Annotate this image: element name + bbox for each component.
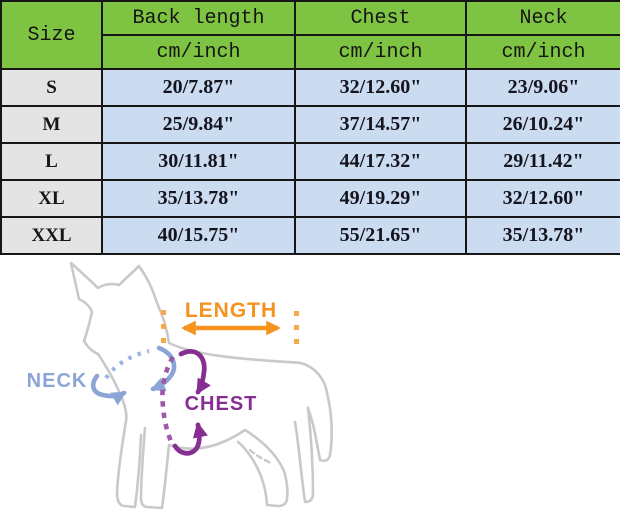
table-units-row: cm/inch cm/inch cm/inch <box>1 34 620 70</box>
dog-belly-rear-leg-path <box>139 426 289 510</box>
neck-cell: 35/13.78" <box>465 216 620 255</box>
neck-annotation <box>90 345 177 406</box>
neck-header-cell: Neck <box>465 0 620 36</box>
dog-jaw-path <box>82 339 100 356</box>
back-length-cell: 20/7.87" <box>101 68 296 107</box>
neck-label: NECK <box>26 370 88 392</box>
size-cell: XXL <box>0 216 103 255</box>
neck-cell: 26/10.24" <box>465 105 620 144</box>
chest-cell: 55/21.65" <box>294 216 467 255</box>
chest-cell: 32/12.60" <box>294 68 467 107</box>
table-header-row: Size Back length Chest Neck <box>0 0 620 70</box>
size-cell: M <box>0 105 103 144</box>
chest-cell: 37/14.57" <box>294 105 467 144</box>
neck-unit-cell: cm/inch <box>465 34 620 70</box>
chest-label: CHEST <box>184 393 258 415</box>
chest-dashed-arc <box>160 355 175 445</box>
table-row-l: L 30/11.81" 44/17.32" 29/11.42" <box>0 142 620 181</box>
dog-measurement-diagram <box>69 261 333 510</box>
size-table: Size Back length Chest Neck cm/inch cm/i… <box>0 0 620 255</box>
neck-dotted-arc <box>104 348 150 380</box>
neck-cell: 23/9.06" <box>465 68 620 107</box>
back-length-cell: 40/15.75" <box>101 216 296 255</box>
neck-main-arrow <box>150 345 177 392</box>
size-cell: L <box>0 142 103 181</box>
neck-cell: 32/12.60" <box>465 179 620 218</box>
table-row-s: S 20/7.87" 32/12.60" 23/9.06" <box>0 68 620 107</box>
chest-annotation <box>160 349 211 456</box>
length-annotation <box>161 310 299 345</box>
chest-header-cell: Chest <box>294 0 467 36</box>
chest-cell: 49/19.29" <box>294 179 467 218</box>
chest-unit-cell: cm/inch <box>294 34 467 70</box>
back-length-header-cell: Back length <box>101 0 296 36</box>
table-row-m: M 25/9.84" 37/14.57" 26/10.24" <box>0 105 620 144</box>
size-cell: XL <box>0 179 103 218</box>
back-length-cell: 25/9.84" <box>101 105 296 144</box>
size-header-cell: Size <box>0 0 103 70</box>
chest-cell: 44/17.32" <box>294 142 467 181</box>
chest-bottom-arrow <box>172 421 208 456</box>
back-length-unit-cell: cm/inch <box>101 34 296 70</box>
neck-curl-arrow <box>90 373 127 406</box>
neck-cell: 29/11.42" <box>465 142 620 181</box>
back-length-cell: 30/11.81" <box>101 142 296 181</box>
size-cell: S <box>0 68 103 107</box>
length-label: LENGTH <box>184 299 278 322</box>
table-row-xxl: XXL 40/15.75" 55/21.65" 35/13.78" <box>0 216 620 255</box>
dog-thigh-dash <box>248 448 273 465</box>
dog-far-rear-leg-path <box>293 406 315 504</box>
dog-front-leg-path <box>96 352 143 509</box>
table-row-xl: XL 35/13.78" 49/19.29" 32/12.60" <box>0 179 620 218</box>
back-length-cell: 35/13.78" <box>101 179 296 218</box>
chest-top-arrow <box>178 349 211 395</box>
